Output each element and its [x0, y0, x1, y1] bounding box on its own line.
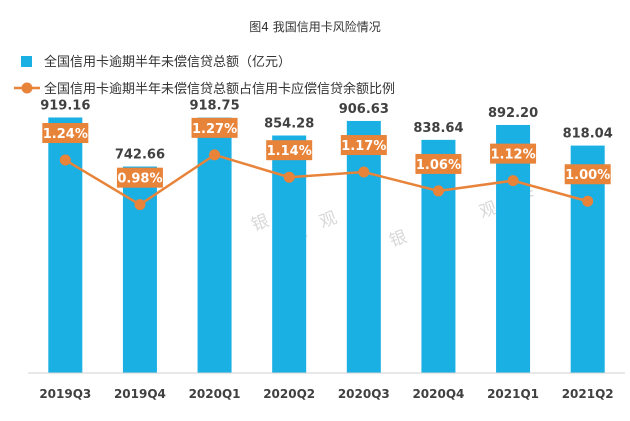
bar-value-label: 918.75	[189, 99, 239, 114]
bar-value-label: 838.64	[413, 121, 463, 136]
legend: 全国信用卡逾期半年未偿信贷总额（亿元） 全国信用卡逾期半年未偿信贷总额占信用卡应…	[14, 54, 395, 97]
ratio-label-box	[42, 123, 89, 144]
ratio-value-label: 1.27%	[192, 122, 237, 137]
bars: 919.16 742.66 918.75 854.28 906.63 838.64 892.…	[40, 98, 613, 374]
ratio-value-label: 1.17%	[341, 139, 386, 154]
ratio-value-label: 1.14%	[267, 144, 312, 159]
legend-label-bar: 全国信用卡逾期半年未偿信贷总额（亿元）	[44, 54, 291, 70]
watermark-char: 银	[249, 211, 272, 236]
x-tick-label: 2019Q4	[114, 387, 166, 401]
x-tick-label: 2020Q1	[189, 387, 241, 401]
ratio-line: 1.24% 0.98% 1.27% 1.14% 1.17% 1.06% 1.12% 1.00%	[42, 117, 611, 211]
bar-value-label: 906.63	[339, 102, 389, 117]
bar-value-label: 919.16	[40, 98, 90, 113]
bar-value-label: 742.66	[115, 148, 165, 163]
ratio-point	[283, 171, 295, 183]
watermark-char: 观	[317, 208, 340, 233]
ratio-label-box	[266, 140, 313, 161]
bar-value-label: 854.28	[264, 117, 314, 132]
ratio-point	[582, 195, 594, 207]
bar-value-label: 818.04	[563, 127, 613, 142]
x-tick-label: 2021Q1	[487, 387, 539, 401]
ratio-point	[432, 185, 444, 197]
ratio-point	[209, 149, 221, 161]
x-tick-label: 2020Q3	[338, 387, 390, 401]
ratio-point	[507, 175, 519, 187]
ratio-label-box	[564, 164, 611, 185]
x-tick-label: 2019Q3	[39, 387, 91, 401]
ratio-label-box	[116, 167, 163, 188]
legend-label-line: 全国信用卡逾期半年未偿信贷总额占信用卡应偿信贷余额比例	[44, 81, 395, 97]
ratio-label-box	[415, 153, 462, 174]
chart-title: 图4 我国信用卡风险情况	[249, 19, 380, 34]
ratio-label-box	[191, 117, 238, 138]
bar	[272, 135, 307, 373]
bar	[346, 120, 381, 373]
bar	[496, 124, 531, 373]
ratio-point	[358, 166, 370, 178]
legend-swatch-bar	[21, 56, 32, 67]
bar	[421, 139, 456, 373]
x-axis-labels: 2019Q3 2019Q4 2020Q1 2020Q2 2020Q3 2020Q4 2021…	[39, 387, 613, 401]
ratio-value-label: 0.98%	[117, 172, 162, 187]
watermark-char: 银	[387, 227, 410, 252]
x-tick-label: 2020Q4	[412, 387, 464, 401]
bar-value-label: 892.20	[488, 106, 538, 121]
x-tick-label: 2021Q2	[562, 387, 614, 401]
x-tick-label: 2020Q2	[263, 387, 315, 401]
ratio-point	[134, 199, 146, 211]
legend-swatch-marker	[21, 82, 33, 94]
ratio-point	[59, 154, 71, 166]
ratio-value-label: 1.00%	[565, 168, 610, 183]
ratio-label-box	[490, 143, 537, 164]
watermark-char: 观	[477, 198, 500, 223]
ratio-value-label: 1.06%	[416, 158, 461, 173]
ratio-series-line	[64, 153, 589, 207]
ratio-label-box	[340, 135, 387, 156]
ratio-value-label: 1.12%	[491, 148, 536, 163]
ratio-value-label: 1.24%	[43, 127, 88, 142]
